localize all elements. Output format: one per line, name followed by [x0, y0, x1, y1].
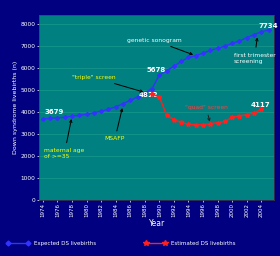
Text: MSAFP: MSAFP	[105, 109, 125, 141]
Text: 4812: 4812	[139, 92, 158, 98]
Text: "quad" screen: "quad" screen	[185, 105, 228, 121]
Text: Estimated DS livebirths: Estimated DS livebirths	[171, 241, 235, 246]
Text: first trimester
screening: first trimester screening	[234, 38, 275, 63]
Text: maternal age
of >=35: maternal age of >=35	[44, 120, 85, 159]
Text: 4117: 4117	[250, 102, 270, 108]
Text: 3679: 3679	[44, 109, 64, 115]
Text: "triple" screen: "triple" screen	[72, 75, 143, 92]
Text: genetic sonogram: genetic sonogram	[127, 38, 192, 55]
Y-axis label: Down syndrome livebirths (n): Down syndrome livebirths (n)	[13, 61, 18, 154]
X-axis label: Year: Year	[149, 219, 165, 228]
Text: 5678: 5678	[146, 67, 165, 73]
Text: Expected DS livebirths: Expected DS livebirths	[34, 241, 96, 246]
Text: 7734: 7734	[258, 23, 278, 29]
